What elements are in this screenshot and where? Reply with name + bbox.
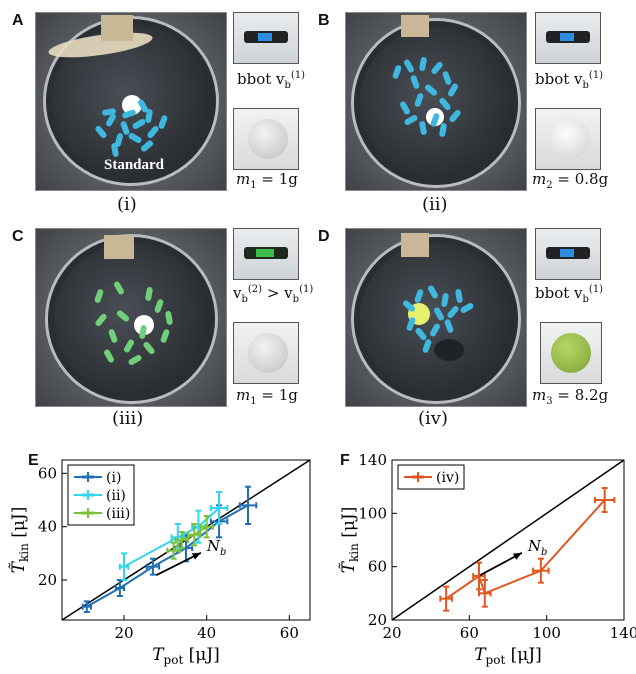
data-point <box>199 515 214 539</box>
legend-label: (iv) <box>436 470 459 486</box>
y-tick-label: 40 <box>38 518 57 536</box>
y-tick-label: 20 <box>368 611 387 629</box>
mass-caption-a: m1 = 1g <box>236 170 298 191</box>
chart-e: 20 40 60 20 40 60 (i) (ii) (iii) Nb Tpot [μJ] T̃kin… <box>9 459 311 667</box>
mass-caption-b: m2 = 0.8g <box>532 170 609 191</box>
roman-label-c: (iii) <box>112 408 144 429</box>
camera-mount <box>101 15 133 41</box>
nb-arrow <box>479 552 523 576</box>
roman-label-d: (iv) <box>418 408 448 429</box>
bot-caption-a: bbot vb(1) <box>237 70 306 91</box>
standard-label: Standard <box>104 157 165 173</box>
legend: (i) (ii) (iii) <box>67 464 135 526</box>
ball-thumbnail-a <box>233 108 299 170</box>
chart-f: 20 60 100 140 20 60 100 140 (iv) Nb Tpot [μJ] T̃kin… <box>339 451 636 667</box>
photo-arena-a: Standard <box>35 12 227 191</box>
x-tick-label: 60 <box>280 624 299 642</box>
x-axis-label: Tpot [μJ] <box>474 645 542 667</box>
bbot-thumbnail-a <box>233 12 299 64</box>
data-point <box>114 579 125 597</box>
roman-label-b: (ii) <box>422 194 448 215</box>
legend-label: (ii) <box>106 488 126 504</box>
bbot-thumbnail-b <box>535 12 601 64</box>
data-point <box>118 552 130 581</box>
arena-ring <box>48 237 215 401</box>
data-point <box>594 487 616 513</box>
ball-thumbnail-b <box>535 108 601 170</box>
data-point <box>238 485 258 525</box>
arena-ring <box>354 21 518 185</box>
y-tick-label: 60 <box>368 558 387 576</box>
y-tick-label: 140 <box>358 451 387 469</box>
y-tick-label: 100 <box>358 504 387 522</box>
bbot-thumbnail-d <box>535 228 601 280</box>
x-tick-label: 20 <box>382 624 401 642</box>
data-point <box>478 579 492 608</box>
x-tick-label: 100 <box>532 624 561 642</box>
legend-entry: (i) <box>74 470 121 486</box>
ball-marker <box>122 95 142 115</box>
nb-label: Nb <box>206 537 227 558</box>
y-tick-label: 60 <box>38 464 57 482</box>
camera-mount <box>401 233 429 257</box>
plot-frame <box>391 459 625 621</box>
data-point <box>145 557 161 576</box>
nb-arrow <box>155 551 202 577</box>
x-tick-label: 20 <box>114 624 133 642</box>
y-axis-label: T̃kin [μJ] <box>9 507 31 574</box>
y-axis-label: T̃kin [μJ] <box>339 507 361 574</box>
data-point <box>209 491 229 525</box>
legend-entry: (iii) <box>74 506 130 522</box>
bbot-thumbnail-c <box>233 228 299 280</box>
mass-caption-d: m3 = 8.2g <box>532 386 609 407</box>
plot-frame <box>61 459 311 621</box>
panel-label-c: C <box>12 228 24 245</box>
arena-ring <box>354 237 518 401</box>
mass-caption-c: m1 = 1g <box>236 386 298 407</box>
data-point <box>81 600 92 613</box>
ball-thumbnail-c <box>233 322 299 384</box>
shadow-spot <box>434 339 464 361</box>
panel-label-d: D <box>318 228 330 245</box>
panel-label-e: E <box>28 452 39 469</box>
panel-label-a: A <box>12 12 24 29</box>
bot-caption-d: bbot vb(1) <box>535 284 604 305</box>
panel-label-b: B <box>318 12 330 29</box>
roman-label-a: (i) <box>117 194 137 215</box>
data-point <box>472 561 486 591</box>
photo-arena-c <box>35 228 227 407</box>
camera-mount <box>104 235 134 259</box>
series-line <box>86 504 249 608</box>
data-point <box>532 557 550 584</box>
camera-mount <box>401 15 429 37</box>
legend-label: (i) <box>106 470 121 486</box>
x-tick-label: 40 <box>197 624 216 642</box>
legend-entry: (ii) <box>74 488 126 504</box>
data-point <box>187 523 202 547</box>
bot-caption-b: bbot vb(1) <box>535 70 604 91</box>
ball-thumbnail-d <box>540 322 602 384</box>
series-line <box>445 499 606 600</box>
panel-label-f: F <box>340 452 350 469</box>
y-tick-label: 20 <box>38 571 57 589</box>
nb-label: Nb <box>527 537 548 558</box>
photo-arena-b <box>345 12 527 191</box>
x-axis-label: Tpot [μJ] <box>152 645 220 667</box>
x-tick-label: 60 <box>460 624 479 642</box>
bot-caption-c: vb(2) > vb(1) <box>233 284 314 305</box>
data-point <box>439 585 453 612</box>
legend-label: (iii) <box>106 506 130 522</box>
photo-arena-d <box>345 228 527 407</box>
legend: (iv) <box>397 464 465 490</box>
data-point <box>174 531 190 549</box>
legend-entry: (iv) <box>404 470 459 486</box>
identity-line <box>391 459 625 621</box>
x-tick-label: 140 <box>610 624 636 642</box>
data-point <box>166 541 181 560</box>
